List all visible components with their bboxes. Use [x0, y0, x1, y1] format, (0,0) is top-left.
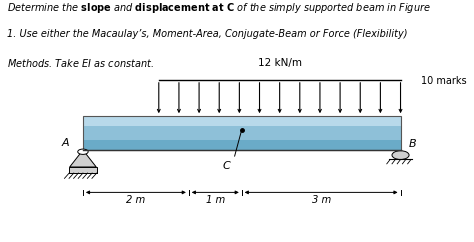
- Text: 1. Use either the Macaulay’s, Moment-Area, Conjugate-Beam or Force (Flexibility): 1. Use either the Macaulay’s, Moment-Are…: [7, 29, 408, 39]
- Text: 1 m: 1 m: [206, 195, 225, 205]
- Bar: [83, 116, 401, 126]
- Polygon shape: [70, 150, 96, 167]
- Text: C: C: [222, 161, 230, 171]
- Text: Methods. Take $\mathit{EI}$ as constant.: Methods. Take $\mathit{EI}$ as constant.: [7, 57, 154, 69]
- Bar: [83, 126, 401, 140]
- Bar: [83, 140, 401, 150]
- Circle shape: [392, 151, 409, 159]
- Bar: [69, 167, 97, 173]
- Bar: [83, 116, 401, 150]
- Text: 10 marks: 10 marks: [421, 76, 467, 86]
- Text: 3 m: 3 m: [311, 195, 331, 205]
- Text: Determine the $\mathbf{slope}$ and $\mathbf{displacement\ at\ C}$ of the simply : Determine the $\mathbf{slope}$ and $\mat…: [7, 1, 431, 15]
- Text: A: A: [61, 138, 69, 148]
- Circle shape: [78, 149, 88, 154]
- Text: B: B: [409, 139, 417, 149]
- Text: 2 m: 2 m: [126, 195, 146, 205]
- Text: 12 kN/m: 12 kN/m: [258, 58, 301, 68]
